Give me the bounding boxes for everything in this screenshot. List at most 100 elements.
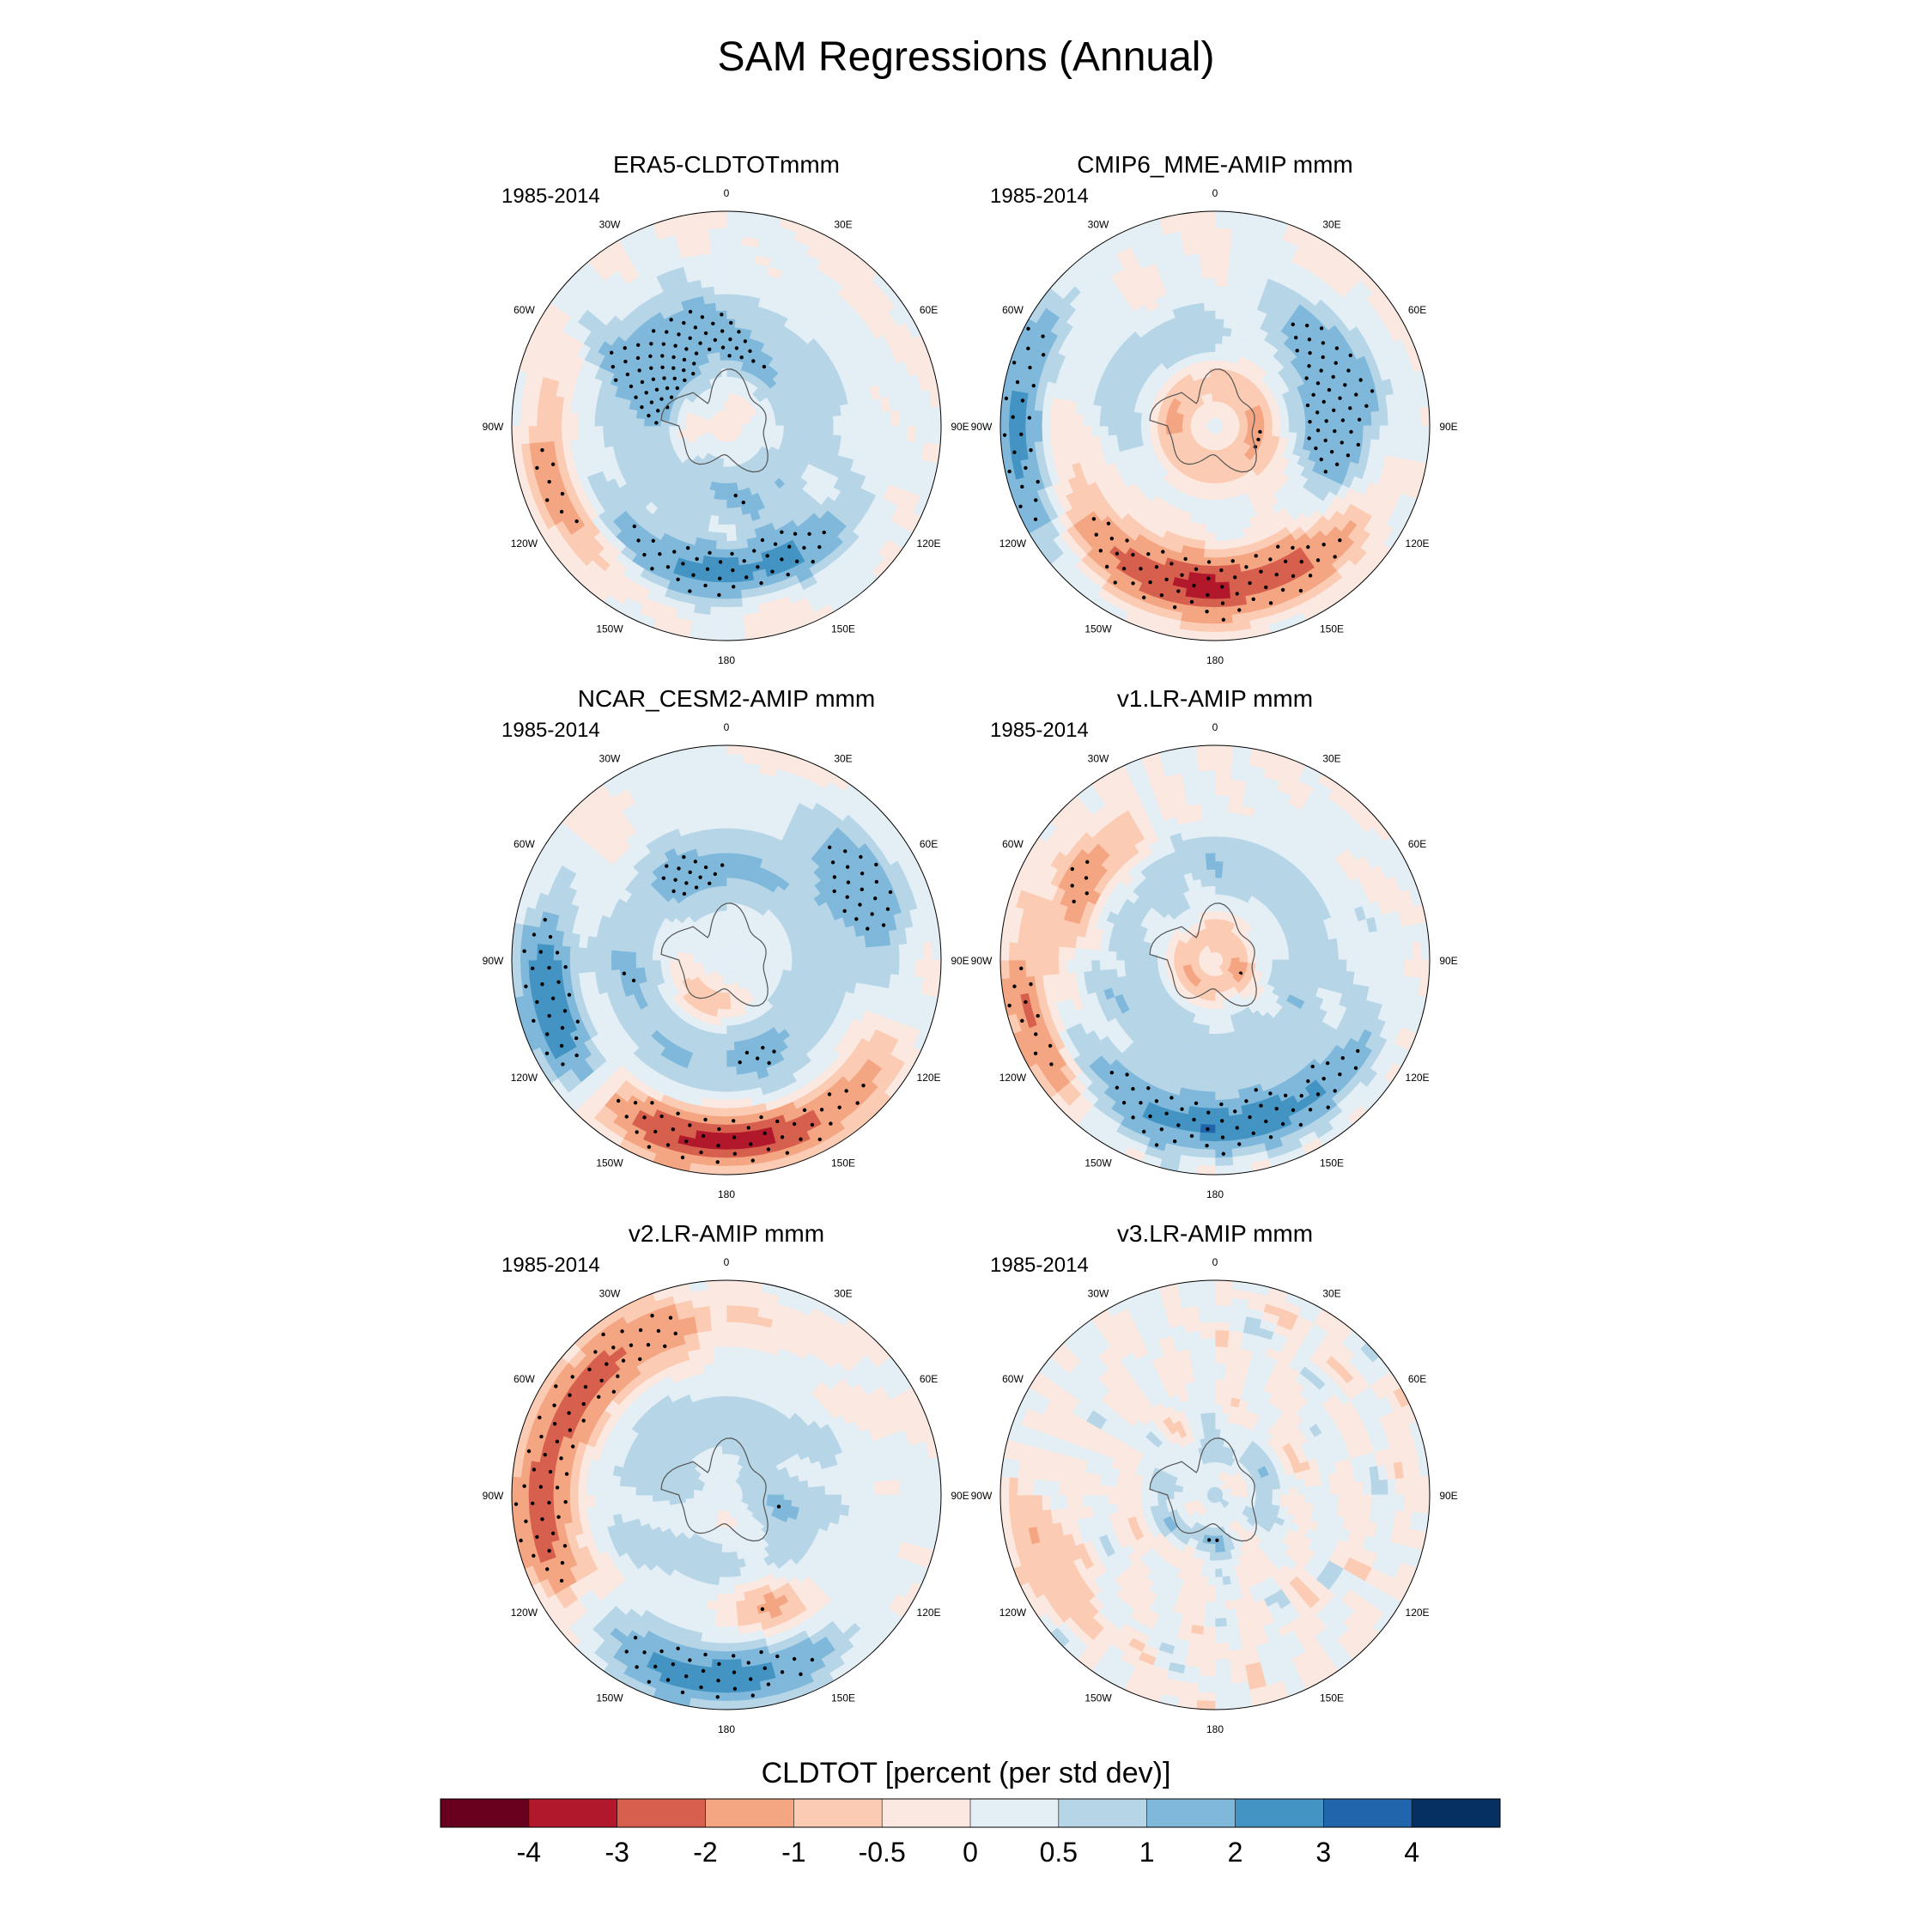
stipple-dot	[555, 951, 560, 955]
stipple-dot	[555, 1439, 560, 1444]
stipple-dot	[1307, 337, 1312, 342]
stipple-dot	[1233, 1109, 1237, 1114]
stipple-dot	[535, 999, 539, 1005]
stipple-dot	[1026, 346, 1030, 351]
stipple-dot	[1109, 536, 1115, 541]
stipple-dot	[1256, 437, 1261, 442]
stipple-dot	[1254, 1088, 1258, 1092]
stipple-dot	[1164, 1111, 1169, 1116]
longitude-label: 150E	[831, 1692, 855, 1704]
colorbar-swatch	[1235, 1799, 1324, 1827]
longitude-label: 120E	[1406, 1607, 1430, 1619]
longitude-label: 120E	[917, 538, 941, 550]
stipple-dot	[859, 854, 863, 860]
stipple-dot	[830, 860, 835, 865]
stipple-dot	[1308, 574, 1313, 578]
stipple-dot	[613, 378, 618, 382]
stipple-dot	[731, 1654, 736, 1658]
stipple-dot	[766, 1147, 771, 1151]
stipple-dot	[1026, 326, 1030, 331]
stipple-dot	[708, 550, 712, 555]
longitude-label: 90W	[483, 955, 504, 967]
stipple-dot	[1206, 560, 1212, 564]
stipple-dot	[817, 1137, 822, 1142]
stipple-dot	[728, 337, 732, 342]
stipple-dot	[1024, 999, 1028, 1005]
stipple-dot	[1159, 592, 1164, 598]
antarctica-coastline	[1149, 1437, 1257, 1542]
stipple-dot	[644, 391, 648, 395]
longitude-label: 120W	[511, 1072, 538, 1084]
longitude-label: 150W	[596, 623, 623, 635]
longitude-label: 0	[724, 1256, 730, 1268]
stipple-dot	[671, 1127, 676, 1132]
longitude-label: 120W	[999, 1072, 1027, 1084]
regression-field	[512, 211, 941, 641]
stipple-dot	[1206, 1127, 1210, 1132]
stipple-dot	[1321, 1077, 1326, 1081]
polar-map-panels: ERA5-CLDTOTmmm 1985-2014 0 30E 60E 90E 120E 150…	[483, 151, 1458, 1735]
stipple-dot	[611, 1389, 617, 1394]
stipple-dot	[1268, 1135, 1273, 1139]
stipple-dot	[1334, 361, 1338, 365]
stipple-dot	[1323, 470, 1328, 474]
stipple-dot	[563, 964, 568, 969]
stipple-dot	[1221, 617, 1226, 622]
stipple-dot	[770, 569, 775, 574]
stipple-dot	[1348, 353, 1352, 358]
stipple-dot	[1314, 446, 1318, 451]
colorbar-tick-label: -2	[693, 1837, 717, 1868]
stipple-dot	[683, 1674, 689, 1679]
stipple-dot	[767, 1060, 771, 1066]
stipple-dot	[786, 573, 790, 577]
panel-period: 1985-2014	[501, 1254, 600, 1277]
longitude-label: 90E	[1439, 1490, 1457, 1502]
stipple-dot	[811, 559, 815, 564]
stipple-dot	[780, 1670, 785, 1674]
stipple-dot	[743, 339, 748, 343]
stipple-dot	[1004, 396, 1009, 401]
stipple-dot	[1131, 552, 1135, 557]
colorbar-swatch	[440, 1799, 530, 1827]
antarctica-coastline	[660, 902, 769, 1007]
panel-title: v2.LR-AMIP mmm	[629, 1220, 824, 1247]
stipple-dot	[1125, 538, 1129, 543]
longitude-label: 30E	[1322, 752, 1340, 764]
stipple-dot	[1148, 1114, 1152, 1119]
stipple-dot	[759, 1115, 763, 1120]
stipple-dot	[772, 1049, 776, 1054]
longitude-label: 90W	[971, 955, 993, 967]
stipple-dot	[845, 865, 850, 869]
stipple-dot	[650, 567, 654, 571]
colorbar-tick-label: 4	[1404, 1837, 1419, 1868]
panel-period: 1985-2014	[501, 185, 600, 208]
longitude-label: 90W	[971, 421, 993, 433]
regression-field	[512, 745, 941, 1175]
stipple-dot	[1254, 554, 1258, 558]
colorbar-tick-label: 0.5	[1040, 1837, 1078, 1868]
stipple-dot	[1299, 1093, 1303, 1098]
stipple-dot	[750, 1158, 755, 1163]
stipple-dot	[1327, 387, 1332, 392]
antarctica-coastline	[660, 368, 769, 473]
stipple-dot	[827, 845, 832, 850]
stipple-dot	[1333, 555, 1337, 559]
longitude-label: 30E	[834, 1287, 852, 1299]
stipple-dot	[1121, 1101, 1127, 1105]
stipple-dot	[559, 1043, 564, 1048]
stipple-dot	[672, 376, 677, 380]
stipple-dot	[701, 1133, 706, 1139]
stipple-dot	[874, 862, 878, 867]
stipple-dot	[661, 876, 666, 880]
longitude-label: 0	[1212, 721, 1218, 733]
stipple-dot	[535, 465, 539, 471]
stipple-dot	[663, 1344, 667, 1348]
stipple-dot	[587, 1367, 592, 1372]
stipple-dot	[661, 342, 666, 346]
colorbar-tick-label: 1	[1139, 1837, 1155, 1868]
map-boundary	[511, 1279, 942, 1710]
stipple-dot	[684, 347, 689, 351]
stipple-dot	[1338, 538, 1342, 543]
stipple-dot	[562, 1544, 568, 1548]
stipple-dot	[1358, 378, 1363, 382]
